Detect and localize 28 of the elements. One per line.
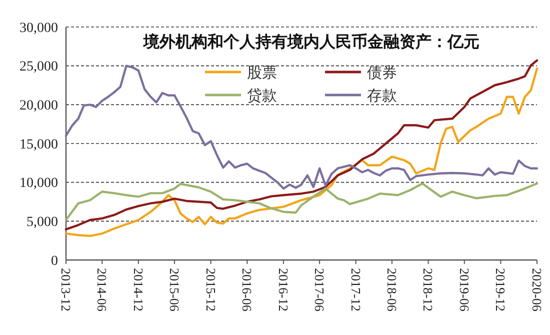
x-tick-label: 2019-12 (493, 268, 508, 312)
x-tick-label: 2020-06 (529, 268, 544, 312)
legend-label: 股票 (247, 65, 277, 82)
y-tick-label: 15,000 (20, 137, 58, 152)
x-tick-label: 2015-06 (166, 268, 182, 312)
x-tick-label: 2015-12 (203, 268, 218, 312)
x-tick-label: 2019-06 (456, 268, 472, 312)
x-tick-label: 2018-12 (420, 268, 436, 312)
x-tick-label: 2016-06 (240, 268, 255, 312)
y-tick-label: 0 (51, 254, 58, 269)
x-tick-label: 2017-12 (348, 268, 364, 312)
x-tick-label: 2014-06 (94, 268, 110, 312)
line-series (64, 64, 538, 190)
x-tick-label: 2014-12 (130, 268, 146, 312)
x-tick-label: 2018-06 (384, 268, 400, 312)
y-tick-label: 30,000 (20, 20, 58, 36)
legend-label: 贷款 (247, 87, 277, 104)
x-tick-label: 2013-12 (58, 268, 74, 312)
y-tick-label: 20,000 (20, 98, 58, 114)
y-tick-label: 5,000 (26, 215, 58, 230)
legend-label: 债券 (367, 64, 397, 82)
x-tick-label: 2016-12 (276, 268, 291, 312)
y-tick-label: 10,000 (20, 176, 58, 192)
legend-label: 存款 (367, 87, 397, 104)
x-tick-label: 2017-06 (312, 268, 328, 312)
line-series (64, 182, 538, 222)
y-tick-label: 25,000 (20, 60, 58, 75)
chart-title: 境外机构和个人持有境内人民币金融资产：亿元 (142, 32, 480, 51)
